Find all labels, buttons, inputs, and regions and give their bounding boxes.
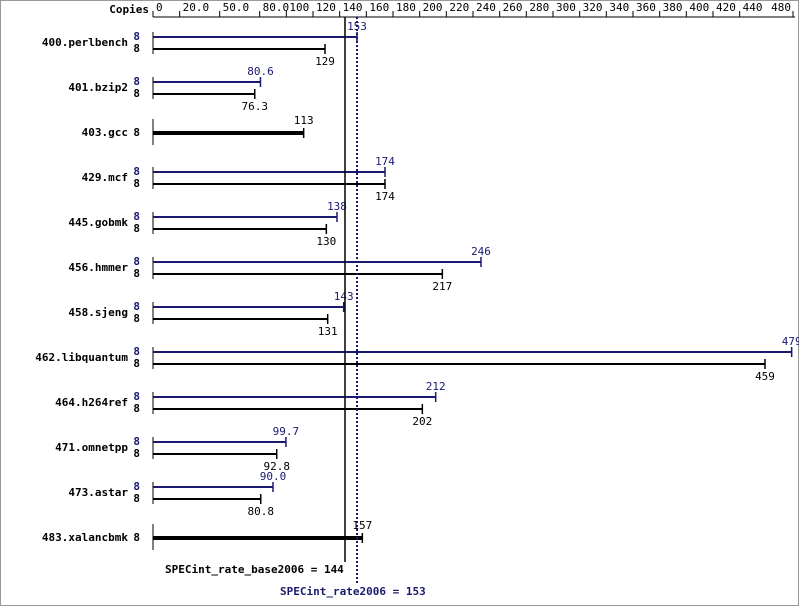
value-label: 174 xyxy=(375,190,395,203)
x-tick-label: 240 xyxy=(476,1,496,14)
x-tick-label: 50.0 xyxy=(223,1,250,14)
x-tick-label: 360 xyxy=(636,1,656,14)
value-label: 157 xyxy=(352,519,372,532)
reference-label: SPECint_rate_base2006 = 144 xyxy=(165,563,344,576)
x-tick-label: 480 xyxy=(771,1,791,14)
copies-label: 8 xyxy=(133,177,140,190)
benchmark-label: 445.gobmk xyxy=(68,216,128,229)
value-label: 212 xyxy=(426,380,446,393)
copies-label: 8 xyxy=(133,312,140,325)
copies-header: Copies xyxy=(109,3,149,16)
value-label: 217 xyxy=(432,280,452,293)
value-label: 129 xyxy=(315,55,335,68)
benchmark-label: 483.xalancbmk xyxy=(42,531,128,544)
benchmark-label: 458.sjeng xyxy=(68,306,128,319)
copies-label: 8 xyxy=(133,390,140,403)
value-label: 92.8 xyxy=(263,460,290,473)
copies-label: 8 xyxy=(133,447,140,460)
copies-label: 8 xyxy=(133,345,140,358)
copies-label: 8 xyxy=(133,435,140,448)
copies-label: 8 xyxy=(133,87,140,100)
x-tick-label: 0 xyxy=(156,1,163,14)
x-tick-label: 180 xyxy=(396,1,416,14)
copies-label: 8 xyxy=(133,531,140,544)
copies-label: 8 xyxy=(133,165,140,178)
x-tick-label: 140 xyxy=(343,1,363,14)
copies-label: 8 xyxy=(133,210,140,223)
x-tick-label: 400 xyxy=(689,1,709,14)
benchmark-label: 456.hmmer xyxy=(68,261,128,274)
value-label: 174 xyxy=(375,155,395,168)
x-tick-label: 200 xyxy=(423,1,443,14)
benchmark-label: 429.mcf xyxy=(82,171,128,184)
x-tick-label: 380 xyxy=(663,1,683,14)
copies-label: 8 xyxy=(133,30,140,43)
value-label: 131 xyxy=(318,325,338,338)
reference-label: SPECint_rate2006 = 153 xyxy=(280,585,426,598)
x-tick-label: 300 xyxy=(556,1,576,14)
benchmark-label: 403.gcc xyxy=(82,126,128,139)
benchmark-label: 473.astar xyxy=(68,486,128,499)
x-tick-label: 440 xyxy=(743,1,763,14)
x-tick-label: 160 xyxy=(369,1,389,14)
value-label: 80.8 xyxy=(247,505,274,518)
copies-label: 8 xyxy=(133,255,140,268)
copies-label: 8 xyxy=(133,75,140,88)
value-label: 246 xyxy=(471,245,491,258)
x-tick-label: 100 xyxy=(289,1,309,14)
copies-label: 8 xyxy=(133,300,140,313)
x-tick-label: 80.0 xyxy=(263,1,290,14)
value-label: 138 xyxy=(327,200,347,213)
value-label: 76.3 xyxy=(241,100,268,113)
value-label: 130 xyxy=(316,235,336,248)
benchmark-label: 401.bzip2 xyxy=(68,81,128,94)
benchmark-label: 400.perlbench xyxy=(42,36,128,49)
copies-label: 8 xyxy=(133,402,140,415)
value-label: 479 xyxy=(782,335,799,348)
x-tick-label: 420 xyxy=(716,1,736,14)
copies-label: 8 xyxy=(133,492,140,505)
value-label: 113 xyxy=(294,114,314,127)
copies-label: 8 xyxy=(133,267,140,280)
copies-label: 8 xyxy=(133,126,140,139)
benchmark-label: 462.libquantum xyxy=(35,351,128,364)
copies-label: 8 xyxy=(133,222,140,235)
x-tick-label: 260 xyxy=(503,1,523,14)
copies-label: 8 xyxy=(133,357,140,370)
x-tick-label: 280 xyxy=(529,1,549,14)
value-label: 202 xyxy=(412,415,432,428)
x-tick-label: 20.0 xyxy=(183,1,210,14)
value-label: 90.0 xyxy=(260,470,287,483)
value-label: 143 xyxy=(334,290,354,303)
value-label: 459 xyxy=(755,370,775,383)
x-tick-label: 220 xyxy=(449,1,469,14)
value-label: 80.6 xyxy=(247,65,274,78)
x-tick-label: 320 xyxy=(583,1,603,14)
value-label: 99.7 xyxy=(273,425,300,438)
x-tick-label: 120 xyxy=(316,1,336,14)
copies-label: 8 xyxy=(133,42,140,55)
x-tick-label: 340 xyxy=(609,1,629,14)
copies-label: 8 xyxy=(133,480,140,493)
benchmark-label: 471.omnetpp xyxy=(55,441,128,454)
benchmark-label: 464.h264ref xyxy=(55,396,128,409)
